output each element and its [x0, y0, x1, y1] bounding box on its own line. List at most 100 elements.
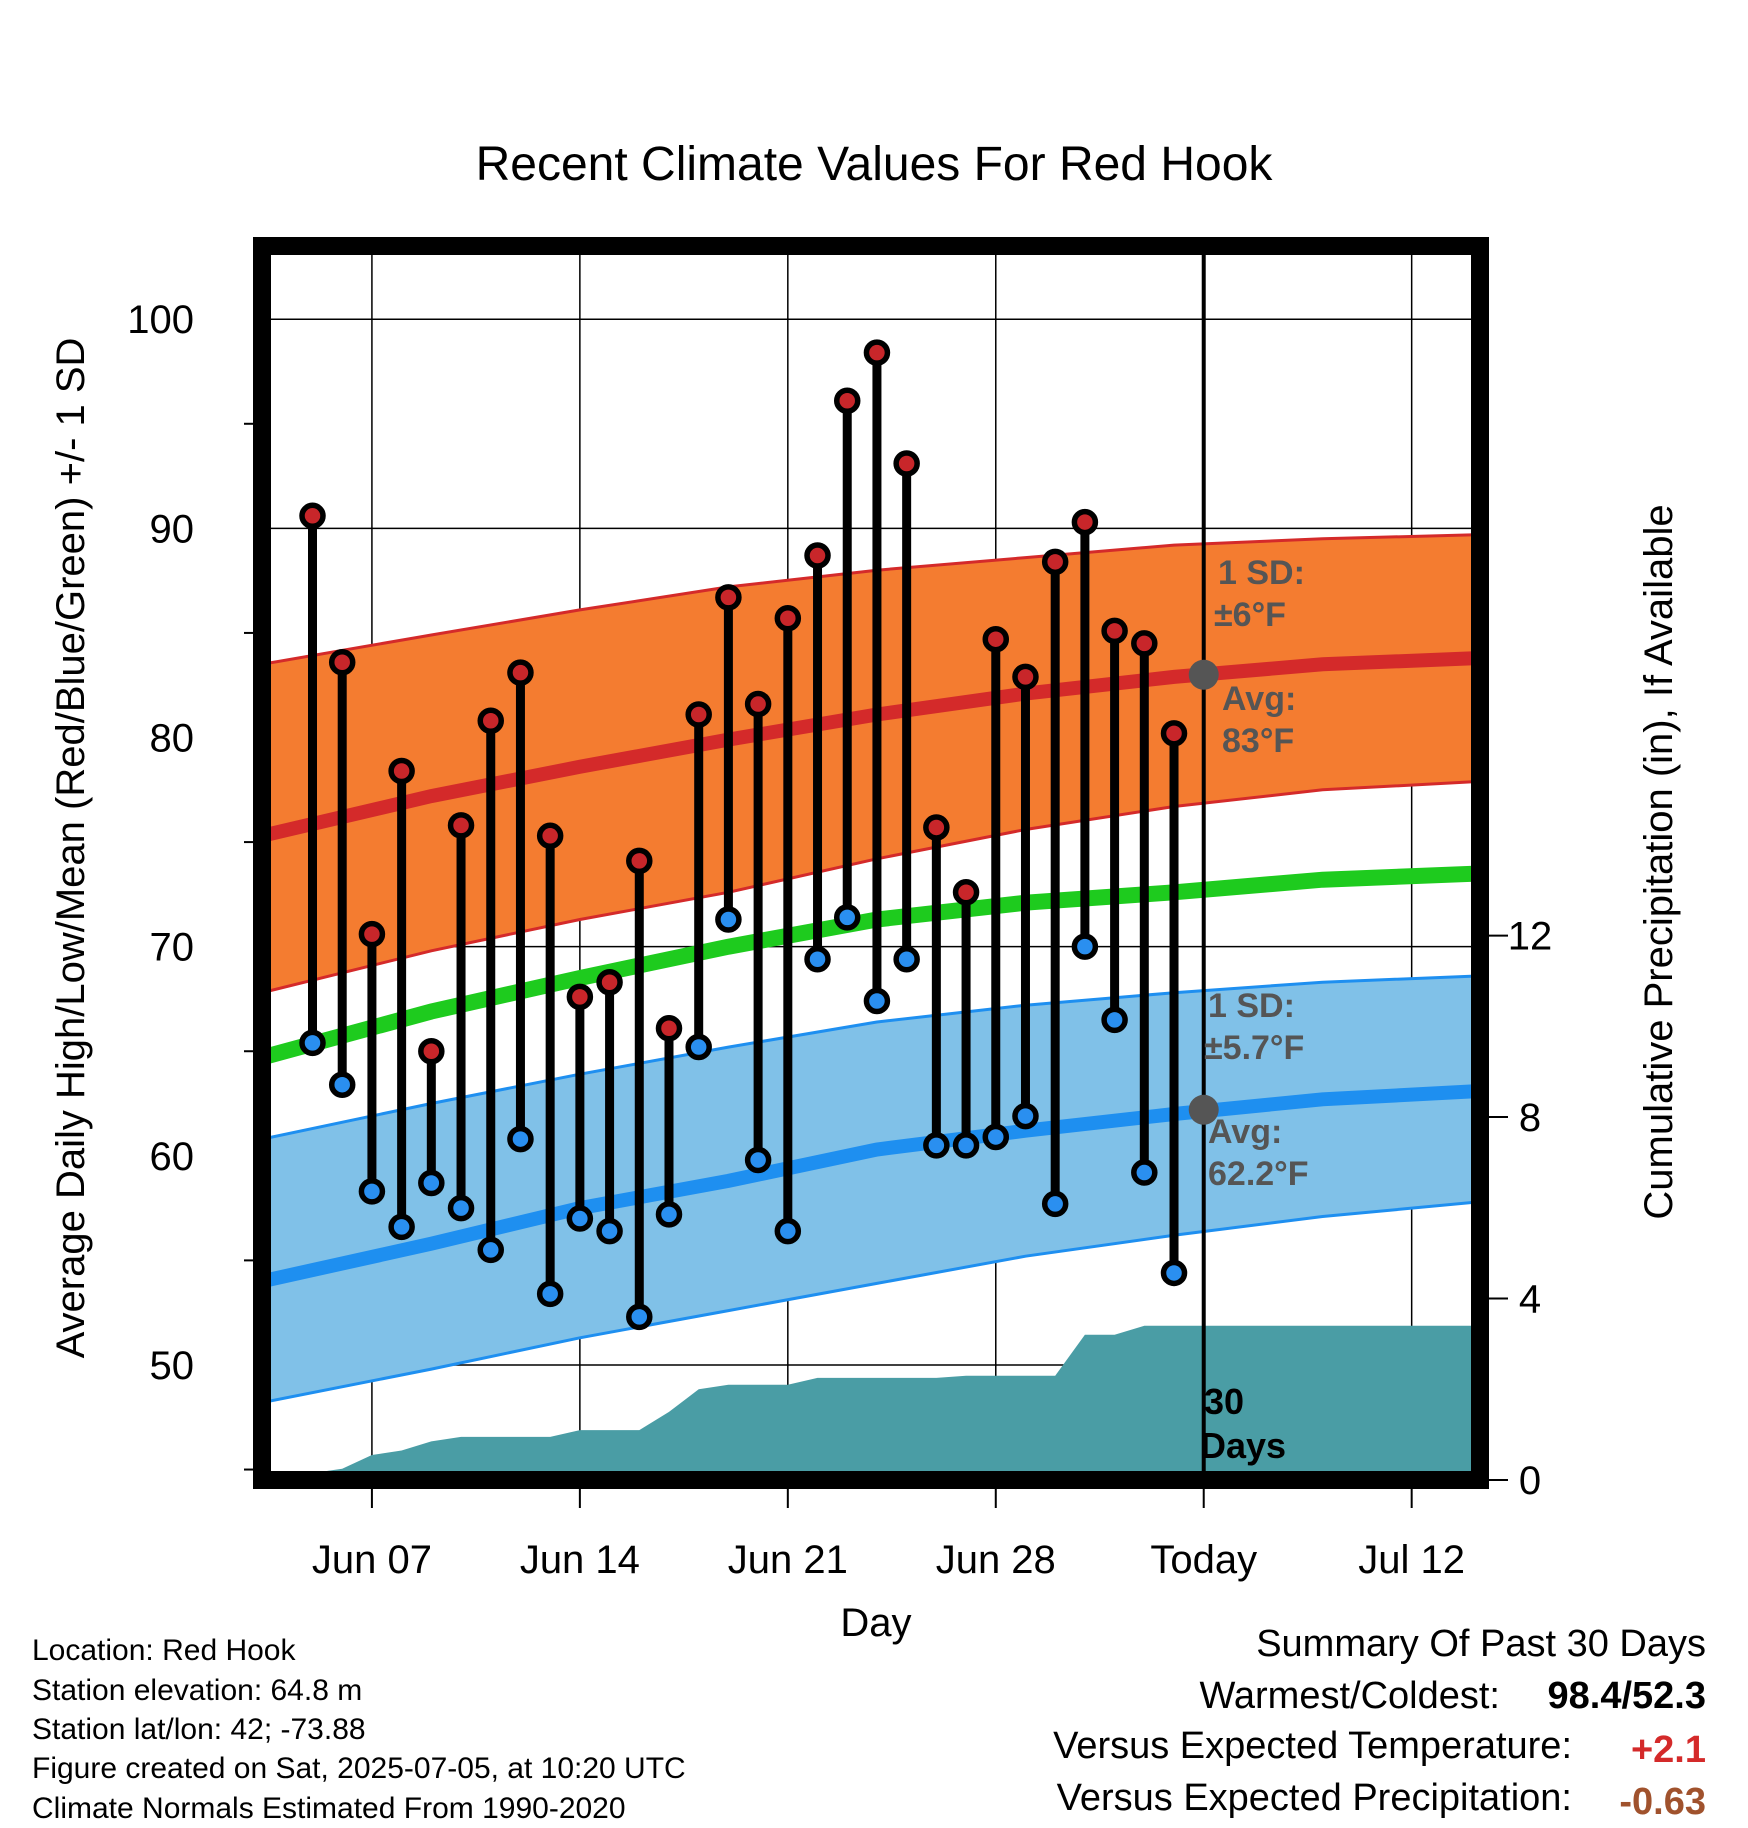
- normal-low-line: [262, 1084, 1480, 1289]
- x-tick-label: Jul 12: [1358, 1538, 1465, 1582]
- daily-high-point: [388, 757, 415, 785]
- days-label-line2: Days: [1200, 1425, 1286, 1466]
- y-tick-label: 80: [150, 717, 195, 761]
- daily-high-point: [596, 968, 623, 996]
- info-elevation: Station elevation: 64.8 m: [32, 1674, 362, 1707]
- summary-precip-value: -0.63: [1619, 1781, 1706, 1823]
- daily-high-point: [507, 659, 534, 686]
- daily-high-point: [893, 450, 920, 477]
- precip-area: [312, 1325, 1480, 1480]
- daily-low-point: [833, 904, 861, 931]
- daily-high-point: [418, 1037, 445, 1065]
- low-avg-annotation-line2: 62.2°F: [1208, 1155, 1309, 1193]
- daily-low-point: [299, 1029, 326, 1057]
- daily-low-point: [447, 1194, 475, 1222]
- daily-high-point: [328, 648, 356, 676]
- daily-low-point: [596, 1217, 623, 1245]
- low-avg-annotation-line1: Avg:: [1208, 1113, 1282, 1151]
- daily-high-point: [923, 814, 950, 841]
- daily-low-point: [388, 1213, 415, 1241]
- daily-low-point: [952, 1132, 980, 1159]
- chart-title: Recent Climate Values For Red Hook: [476, 138, 1274, 191]
- y-tick-label: 100: [127, 298, 194, 342]
- y-tick-label: 70: [150, 926, 195, 970]
- daily-high-point: [447, 812, 475, 839]
- daily-high-point: [685, 701, 712, 728]
- daily-high-point: [833, 387, 861, 415]
- daily-low-point: [715, 906, 742, 933]
- y2-tick-label: 0: [1519, 1459, 1541, 1503]
- summary-precip-label: Versus Expected Precipitation:: [1057, 1777, 1572, 1819]
- daily-low-point: [863, 987, 891, 1015]
- y2-tick-label: 8: [1519, 1096, 1541, 1140]
- daily-low-point: [1101, 1006, 1128, 1034]
- daily-high-point: [1012, 663, 1039, 691]
- daily-high-point: [1160, 720, 1188, 747]
- daily-high-point: [655, 1014, 683, 1042]
- low-sd-annotation-line1: 1 SD:: [1208, 987, 1295, 1025]
- daily-low-point: [1041, 1190, 1069, 1218]
- daily-high-point: [804, 542, 831, 569]
- summary-warm-cold-label: Warmest/Coldest:: [1199, 1675, 1500, 1717]
- daily-high-point: [1071, 508, 1099, 536]
- plot-frame: [253, 237, 1489, 1489]
- x-axis-label: Day: [840, 1601, 911, 1645]
- daily-high-point: [626, 847, 653, 875]
- x-tick-label: Today: [1150, 1538, 1257, 1582]
- x-tick-label: Jun 07: [312, 1538, 432, 1582]
- daily-high-point: [774, 605, 802, 632]
- daily-low-point: [774, 1217, 802, 1245]
- plot-area: 1 SD: ±6°F Avg: 83°F 1 SD: ±5.7°F Avg: 62.2°F 30…: [127, 237, 1553, 1582]
- today-low-avg-marker: [1188, 1094, 1219, 1125]
- daily-low-point: [1012, 1102, 1039, 1130]
- y2-axis-label: Cumulative Precipitation (in), If Availa…: [1637, 504, 1681, 1219]
- daily-low-point: [566, 1205, 594, 1232]
- daily-low-point: [507, 1125, 534, 1153]
- daily-high-point: [1131, 630, 1158, 657]
- daily-high-point: [299, 502, 326, 530]
- daily-low-point: [893, 945, 920, 973]
- y2-tick-label: 4: [1519, 1278, 1541, 1322]
- daily-low-point: [923, 1132, 950, 1159]
- summary-warm-cold-value: 98.4/52.3: [1548, 1675, 1706, 1717]
- high-sd-annotation-line2: ±6°F: [1214, 596, 1286, 634]
- daily-high-point: [952, 879, 980, 906]
- days-label-line1: 30: [1204, 1381, 1244, 1422]
- info-latlon: Station lat/lon: 42; -73.88: [32, 1713, 366, 1746]
- daily-high-point: [982, 625, 1010, 653]
- daily-low-point: [536, 1280, 564, 1308]
- high-avg-annotation-line2: 83°F: [1222, 722, 1294, 760]
- daily-low-point: [804, 945, 831, 973]
- daily-low-point: [655, 1201, 683, 1228]
- daily-low-point: [1071, 933, 1099, 960]
- daily-low-point: [1131, 1159, 1158, 1186]
- daily-low-point: [982, 1123, 1010, 1151]
- today-high-avg-marker: [1188, 659, 1219, 690]
- daily-low-point: [744, 1146, 772, 1174]
- daily-low-point: [418, 1169, 445, 1197]
- daily-high-point: [715, 584, 742, 611]
- x-tick-label: Jun 14: [520, 1538, 640, 1582]
- y-tick-label: 90: [150, 507, 195, 551]
- low-sd-annotation-line2: ±5.7°F: [1204, 1029, 1304, 1067]
- daily-high-point: [1041, 548, 1069, 576]
- daily-high-point: [744, 690, 772, 718]
- daily-low-point: [685, 1033, 712, 1061]
- x-tick-label: Jun 21: [728, 1538, 848, 1582]
- daily-high-point: [1101, 617, 1128, 645]
- daily-low-point: [626, 1303, 653, 1331]
- daily-high-point: [477, 707, 504, 735]
- y-axis-label: Average Daily High/Low/Mean (Red/Blue/Gr…: [49, 338, 93, 1359]
- info-created: Figure created on Sat, 2025-07-05, at 10…: [32, 1752, 686, 1785]
- daily-low-point: [328, 1071, 356, 1098]
- y2-tick-label: 12: [1508, 915, 1553, 959]
- daily-low-point: [477, 1236, 504, 1264]
- high-sd-annotation-line1: 1 SD:: [1218, 554, 1305, 592]
- daily-high-point: [536, 822, 564, 850]
- high-avg-annotation-line1: Avg:: [1222, 680, 1296, 718]
- x-tick-label: Jun 28: [936, 1538, 1056, 1582]
- info-normals: Climate Normals Estimated From 1990-2020: [32, 1792, 626, 1825]
- summary-title: Summary Of Past 30 Days: [1256, 1623, 1706, 1665]
- daily-low-point: [358, 1178, 386, 1205]
